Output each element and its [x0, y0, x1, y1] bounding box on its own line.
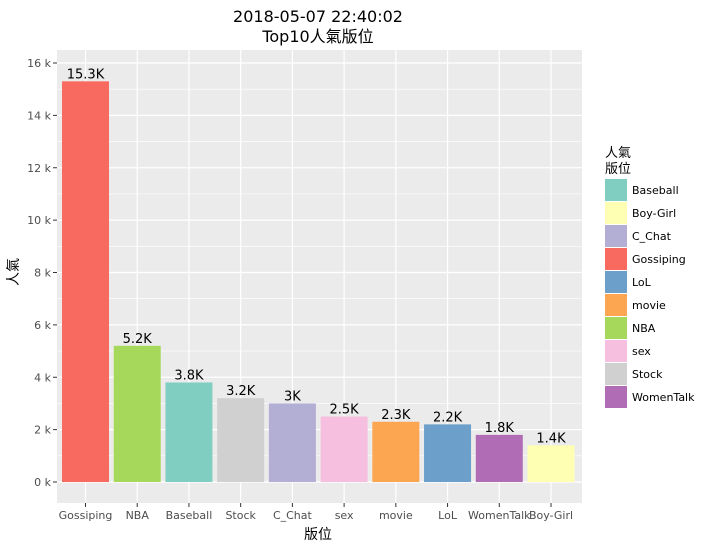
chart-title: 2018-05-07 22:40:02 — [233, 7, 403, 26]
data-label: 5.2K — [123, 332, 153, 347]
legend-swatch — [605, 225, 627, 247]
y-tick-label: 12 k — [27, 162, 51, 175]
x-tick-label: Boy-Girl — [529, 509, 573, 522]
data-label: 2.2K — [433, 410, 463, 425]
y-axis: 0 k 2 k 4 k 6 k 8 k 10 k 12 k 14 k 16 k — [27, 57, 57, 489]
bar-gossiping — [62, 81, 109, 483]
x-tick-label: WomenTalk — [468, 509, 531, 522]
legend-label: movie — [632, 299, 666, 312]
bar-baseball — [165, 382, 213, 482]
legend-title: 人氣 — [605, 146, 631, 161]
data-label: 15.3K — [67, 67, 105, 82]
y-axis-title: 人氣 — [6, 258, 22, 286]
bar-labels: 15.3K 5.2K 3.8K 3.2K 3K 2.5K 2.3K 2.2K 1.8K 1.4K — [67, 67, 566, 446]
bar-movie — [372, 421, 420, 482]
legend-label: NBA — [632, 322, 656, 335]
data-label: 3.2K — [226, 384, 256, 399]
legend-label: Boy-Girl — [632, 207, 676, 220]
x-tick-label: Baseball — [166, 509, 213, 522]
data-label: 3K — [284, 389, 301, 404]
x-tick-label: LoL — [438, 509, 458, 522]
legend-swatch — [605, 202, 627, 224]
data-label: 3.8K — [174, 368, 204, 383]
y-tick-label: 14 k — [27, 109, 51, 122]
legend-label: Baseball — [632, 184, 679, 197]
x-tick-label: C_Chat — [273, 509, 313, 522]
legend-title: 版位 — [605, 162, 631, 177]
bar-womentalk — [475, 434, 523, 482]
x-tick-label: NBA — [126, 509, 150, 522]
y-tick-label: 8 k — [34, 267, 51, 280]
y-tick-label: 16 k — [27, 57, 51, 70]
legend-swatch — [605, 294, 627, 316]
data-label: 2.5K — [330, 403, 360, 418]
data-label: 2.3K — [381, 408, 411, 423]
data-label: 1.4K — [536, 431, 566, 446]
legend-swatch — [605, 363, 627, 385]
y-tick-label: 6 k — [34, 319, 51, 332]
legend-swatch — [605, 317, 627, 339]
bar-c_chat — [268, 403, 316, 482]
legend-swatch — [605, 340, 627, 362]
legend-label: WomenTalk — [632, 391, 695, 404]
y-tick-label: 2 k — [34, 424, 51, 437]
data-label: 1.8K — [485, 421, 515, 436]
chart-subtitle: Top10人氣版位 — [261, 27, 373, 46]
legend-label: Gossiping — [632, 253, 686, 266]
x-tick-label: Gossiping — [59, 509, 113, 522]
x-tick-label: movie — [379, 509, 413, 522]
legend-swatch — [605, 248, 627, 270]
x-tick-label: Stock — [225, 509, 256, 522]
bar-stock — [217, 398, 265, 482]
legend-label: LoL — [632, 276, 652, 289]
legend-swatch — [605, 179, 627, 201]
y-tick-label: 4 k — [34, 371, 51, 384]
bars — [62, 81, 575, 483]
bar-boy-girl — [527, 445, 575, 482]
legend-label: C_Chat — [632, 230, 672, 243]
x-axis: Gossiping NBA Baseball Stock C_Chat sex movie L… — [59, 503, 573, 522]
bar-nba — [113, 345, 161, 482]
legend-swatch — [605, 271, 627, 293]
y-tick-label: 0 k — [34, 476, 51, 489]
y-tick-label: 10 k — [27, 214, 51, 227]
legend-swatch — [605, 386, 627, 408]
x-axis-title: 版位 — [304, 527, 332, 543]
bar-sex — [320, 416, 368, 482]
legend-label: Stock — [632, 368, 663, 381]
bar-lol — [424, 424, 472, 482]
legend-label: sex — [632, 345, 651, 358]
x-tick-label: sex — [335, 509, 354, 522]
